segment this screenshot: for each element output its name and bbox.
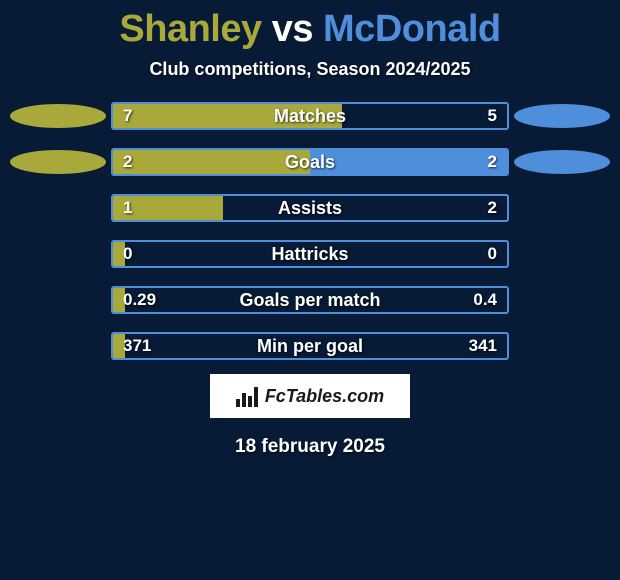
- stat-label: Hattricks: [113, 242, 507, 266]
- player2-ellipse: [514, 104, 610, 128]
- fctables-logo: FcTables.com: [210, 374, 410, 418]
- subtitle: Club competitions, Season 2024/2025: [149, 59, 470, 80]
- date-label: 18 february 2025: [235, 436, 385, 458]
- stat-row: 75Matches: [0, 102, 620, 130]
- player1-name: Shanley: [119, 8, 261, 50]
- stats-container: 75Matches 22Goals 12Assists 00Hattricks 0.29…: [0, 102, 620, 360]
- player1-ellipse: [10, 104, 106, 128]
- player1-ellipse: [10, 288, 106, 312]
- stat-label: Min per goal: [113, 334, 507, 358]
- stat-row: 0.290.4Goals per match: [0, 286, 620, 314]
- player2-name: McDonald: [323, 8, 501, 50]
- vs-text: vs: [272, 8, 313, 50]
- comparison-title: Shanley vs McDonald: [119, 8, 500, 51]
- stat-label: Goals per match: [113, 288, 507, 312]
- player2-ellipse: [514, 242, 610, 266]
- player1-ellipse: [10, 196, 106, 220]
- stat-bar: 12Assists: [111, 194, 509, 222]
- player2-ellipse: [514, 196, 610, 220]
- player2-ellipse: [514, 334, 610, 358]
- stat-row: 12Assists: [0, 194, 620, 222]
- player2-ellipse: [514, 150, 610, 174]
- stat-bar: 0.290.4Goals per match: [111, 286, 509, 314]
- player1-ellipse: [10, 334, 106, 358]
- stat-row: 00Hattricks: [0, 240, 620, 268]
- stat-row: 371341Min per goal: [0, 332, 620, 360]
- stat-bar: 22Goals: [111, 148, 509, 176]
- stat-bar: 75Matches: [111, 102, 509, 130]
- stat-label: Assists: [113, 196, 507, 220]
- player1-ellipse: [10, 242, 106, 266]
- stat-label: Matches: [113, 104, 507, 128]
- logo-text: FcTables.com: [265, 386, 384, 407]
- chart-icon: [236, 385, 260, 407]
- stat-label: Goals: [113, 150, 507, 174]
- player2-ellipse: [514, 288, 610, 312]
- player1-ellipse: [10, 150, 106, 174]
- stat-row: 22Goals: [0, 148, 620, 176]
- stat-bar: 00Hattricks: [111, 240, 509, 268]
- stat-bar: 371341Min per goal: [111, 332, 509, 360]
